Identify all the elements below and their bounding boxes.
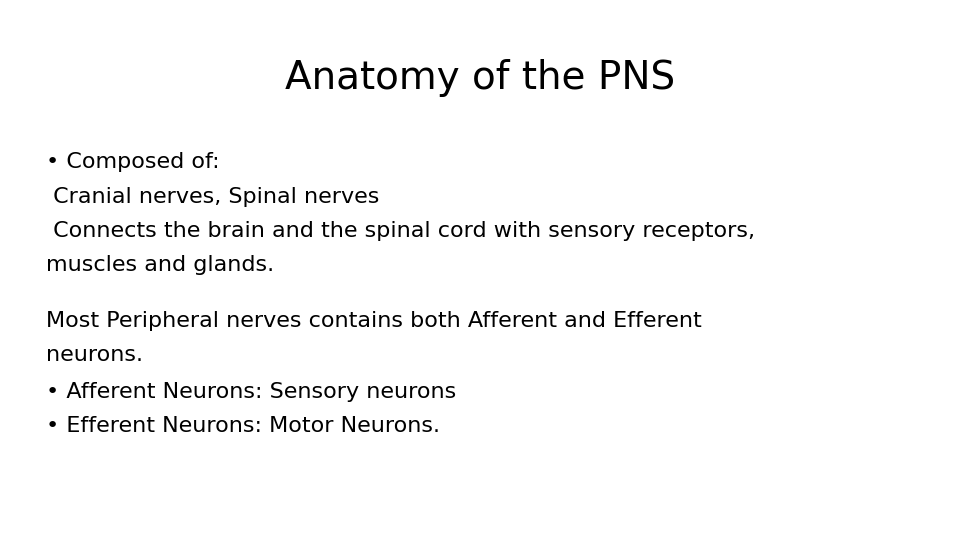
- Text: • Composed of:: • Composed of:: [46, 152, 220, 172]
- Text: • Efferent Neurons: Motor Neurons.: • Efferent Neurons: Motor Neurons.: [46, 415, 440, 436]
- Text: neurons.: neurons.: [46, 345, 143, 366]
- Text: muscles and glands.: muscles and glands.: [46, 255, 275, 275]
- Text: • Afferent Neurons: Sensory neurons: • Afferent Neurons: Sensory neurons: [46, 381, 456, 402]
- Text: Connects the brain and the spinal cord with sensory receptors,: Connects the brain and the spinal cord w…: [46, 221, 756, 241]
- Text: Cranial nerves, Spinal nerves: Cranial nerves, Spinal nerves: [46, 187, 379, 207]
- Text: Anatomy of the PNS: Anatomy of the PNS: [285, 59, 675, 97]
- Text: Most Peripheral nerves contains both Afferent and Efferent: Most Peripheral nerves contains both Aff…: [46, 311, 702, 332]
